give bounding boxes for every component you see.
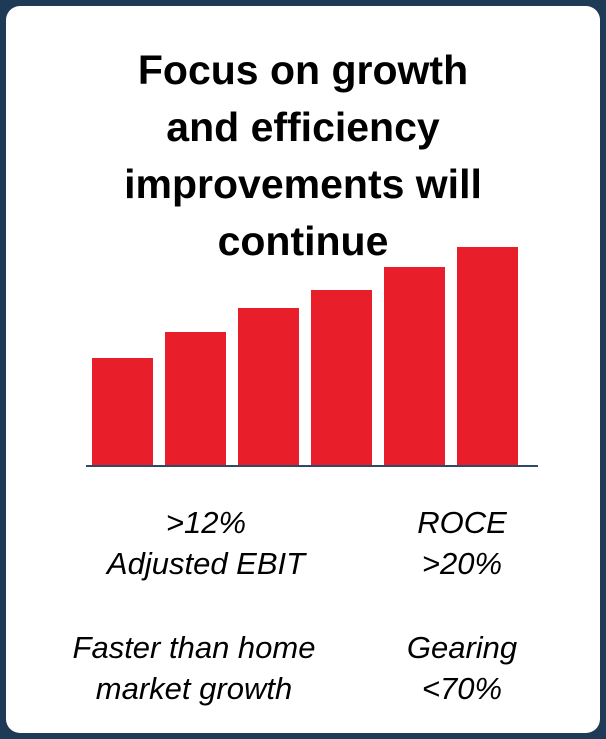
metric-gearing-value: <70% (421, 671, 503, 706)
bar-4 (311, 290, 372, 466)
title-line-4: continue (217, 218, 389, 264)
metric-ebit-label: Adjusted EBIT (106, 546, 306, 581)
metric-ebit: >12% Adjusted EBIT (66, 502, 346, 584)
metric-ebit-value: >12% (165, 505, 247, 540)
bar-2 (165, 332, 226, 466)
bar-3 (238, 308, 299, 466)
metric-roce-label: ROCE (417, 505, 507, 540)
title-line-2: and efficiency (166, 104, 440, 150)
title-line-3: improvements will (124, 161, 482, 207)
metric-growth: Faster than home market growth (34, 627, 354, 709)
title-line-1: Focus on growth (137, 47, 469, 93)
bar-6 (457, 247, 518, 466)
metric-roce-value: >20% (421, 546, 503, 581)
chart-title: Focus on growth and efficiency improveme… (6, 42, 600, 270)
metric-growth-line-1: Faster than home (72, 630, 316, 665)
bar-5 (384, 267, 445, 466)
bar-chart (86, 247, 538, 467)
metric-growth-line-2: market growth (95, 671, 293, 706)
bars-group (92, 247, 518, 466)
card: Focus on growth and efficiency improveme… (6, 6, 600, 733)
bar-1 (92, 358, 153, 466)
metric-roce: ROCE >20% (362, 502, 562, 584)
metric-gearing: Gearing <70% (362, 627, 562, 709)
metric-gearing-label: Gearing (406, 630, 518, 665)
